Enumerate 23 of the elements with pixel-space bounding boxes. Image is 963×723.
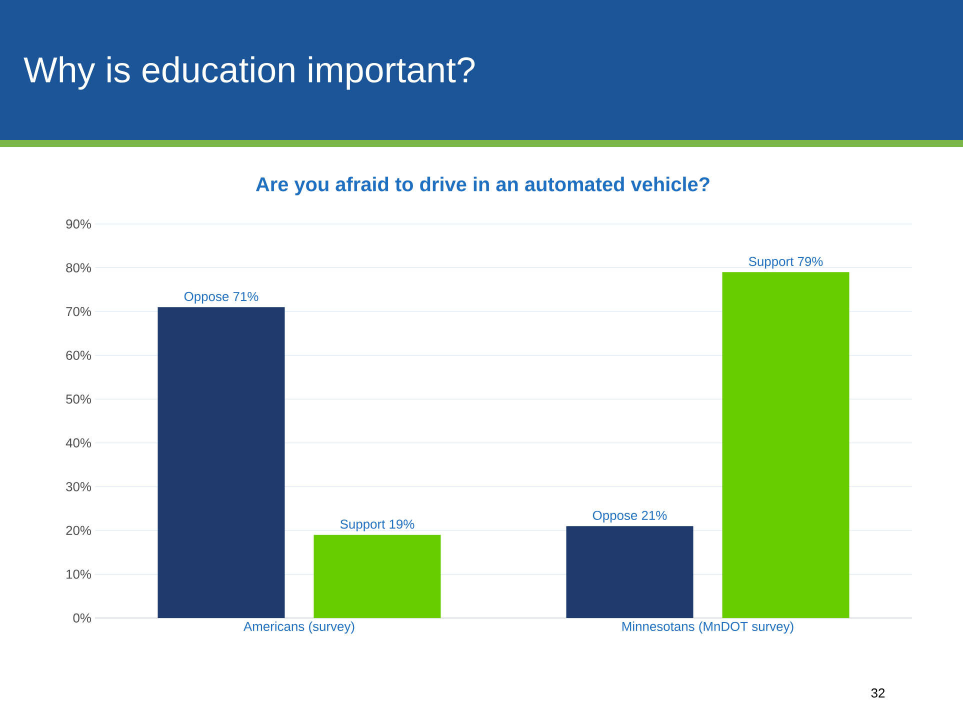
- y-tick-label: 30%: [66, 482, 92, 492]
- data-label: Support 79%: [748, 256, 823, 269]
- data-label: Oppose 71%: [184, 292, 258, 304]
- y-tick-label: 90%: [66, 219, 92, 229]
- x-tick-label: Minnesotans (MnDOT survey): [622, 622, 794, 634]
- chart-title: Why is education important?: [24, 56, 475, 90]
- text: 32: [871, 688, 885, 698]
- bar: [314, 534, 441, 618]
- y-tick-label: 40%: [66, 438, 92, 448]
- bar: [566, 526, 694, 618]
- y-tick-label: 10%: [66, 570, 92, 579]
- y-tick-label: 70%: [66, 306, 92, 316]
- y-tick-label: 80%: [66, 263, 92, 272]
- bar: [722, 272, 850, 618]
- y-tick-label: 60%: [66, 350, 92, 360]
- data-label: Support 19%: [340, 520, 414, 532]
- chart-subtitle: Are you afraid to drive in an automated vehicle?: [256, 176, 710, 196]
- data-label: Oppose 21%: [592, 510, 667, 523]
- y-tick-label: 0%: [73, 613, 92, 623]
- y-tick-label: 50%: [66, 394, 92, 404]
- bar: [158, 307, 285, 618]
- y-tick-label: 20%: [66, 526, 92, 536]
- x-tick-label: Americans (survey): [244, 622, 354, 634]
